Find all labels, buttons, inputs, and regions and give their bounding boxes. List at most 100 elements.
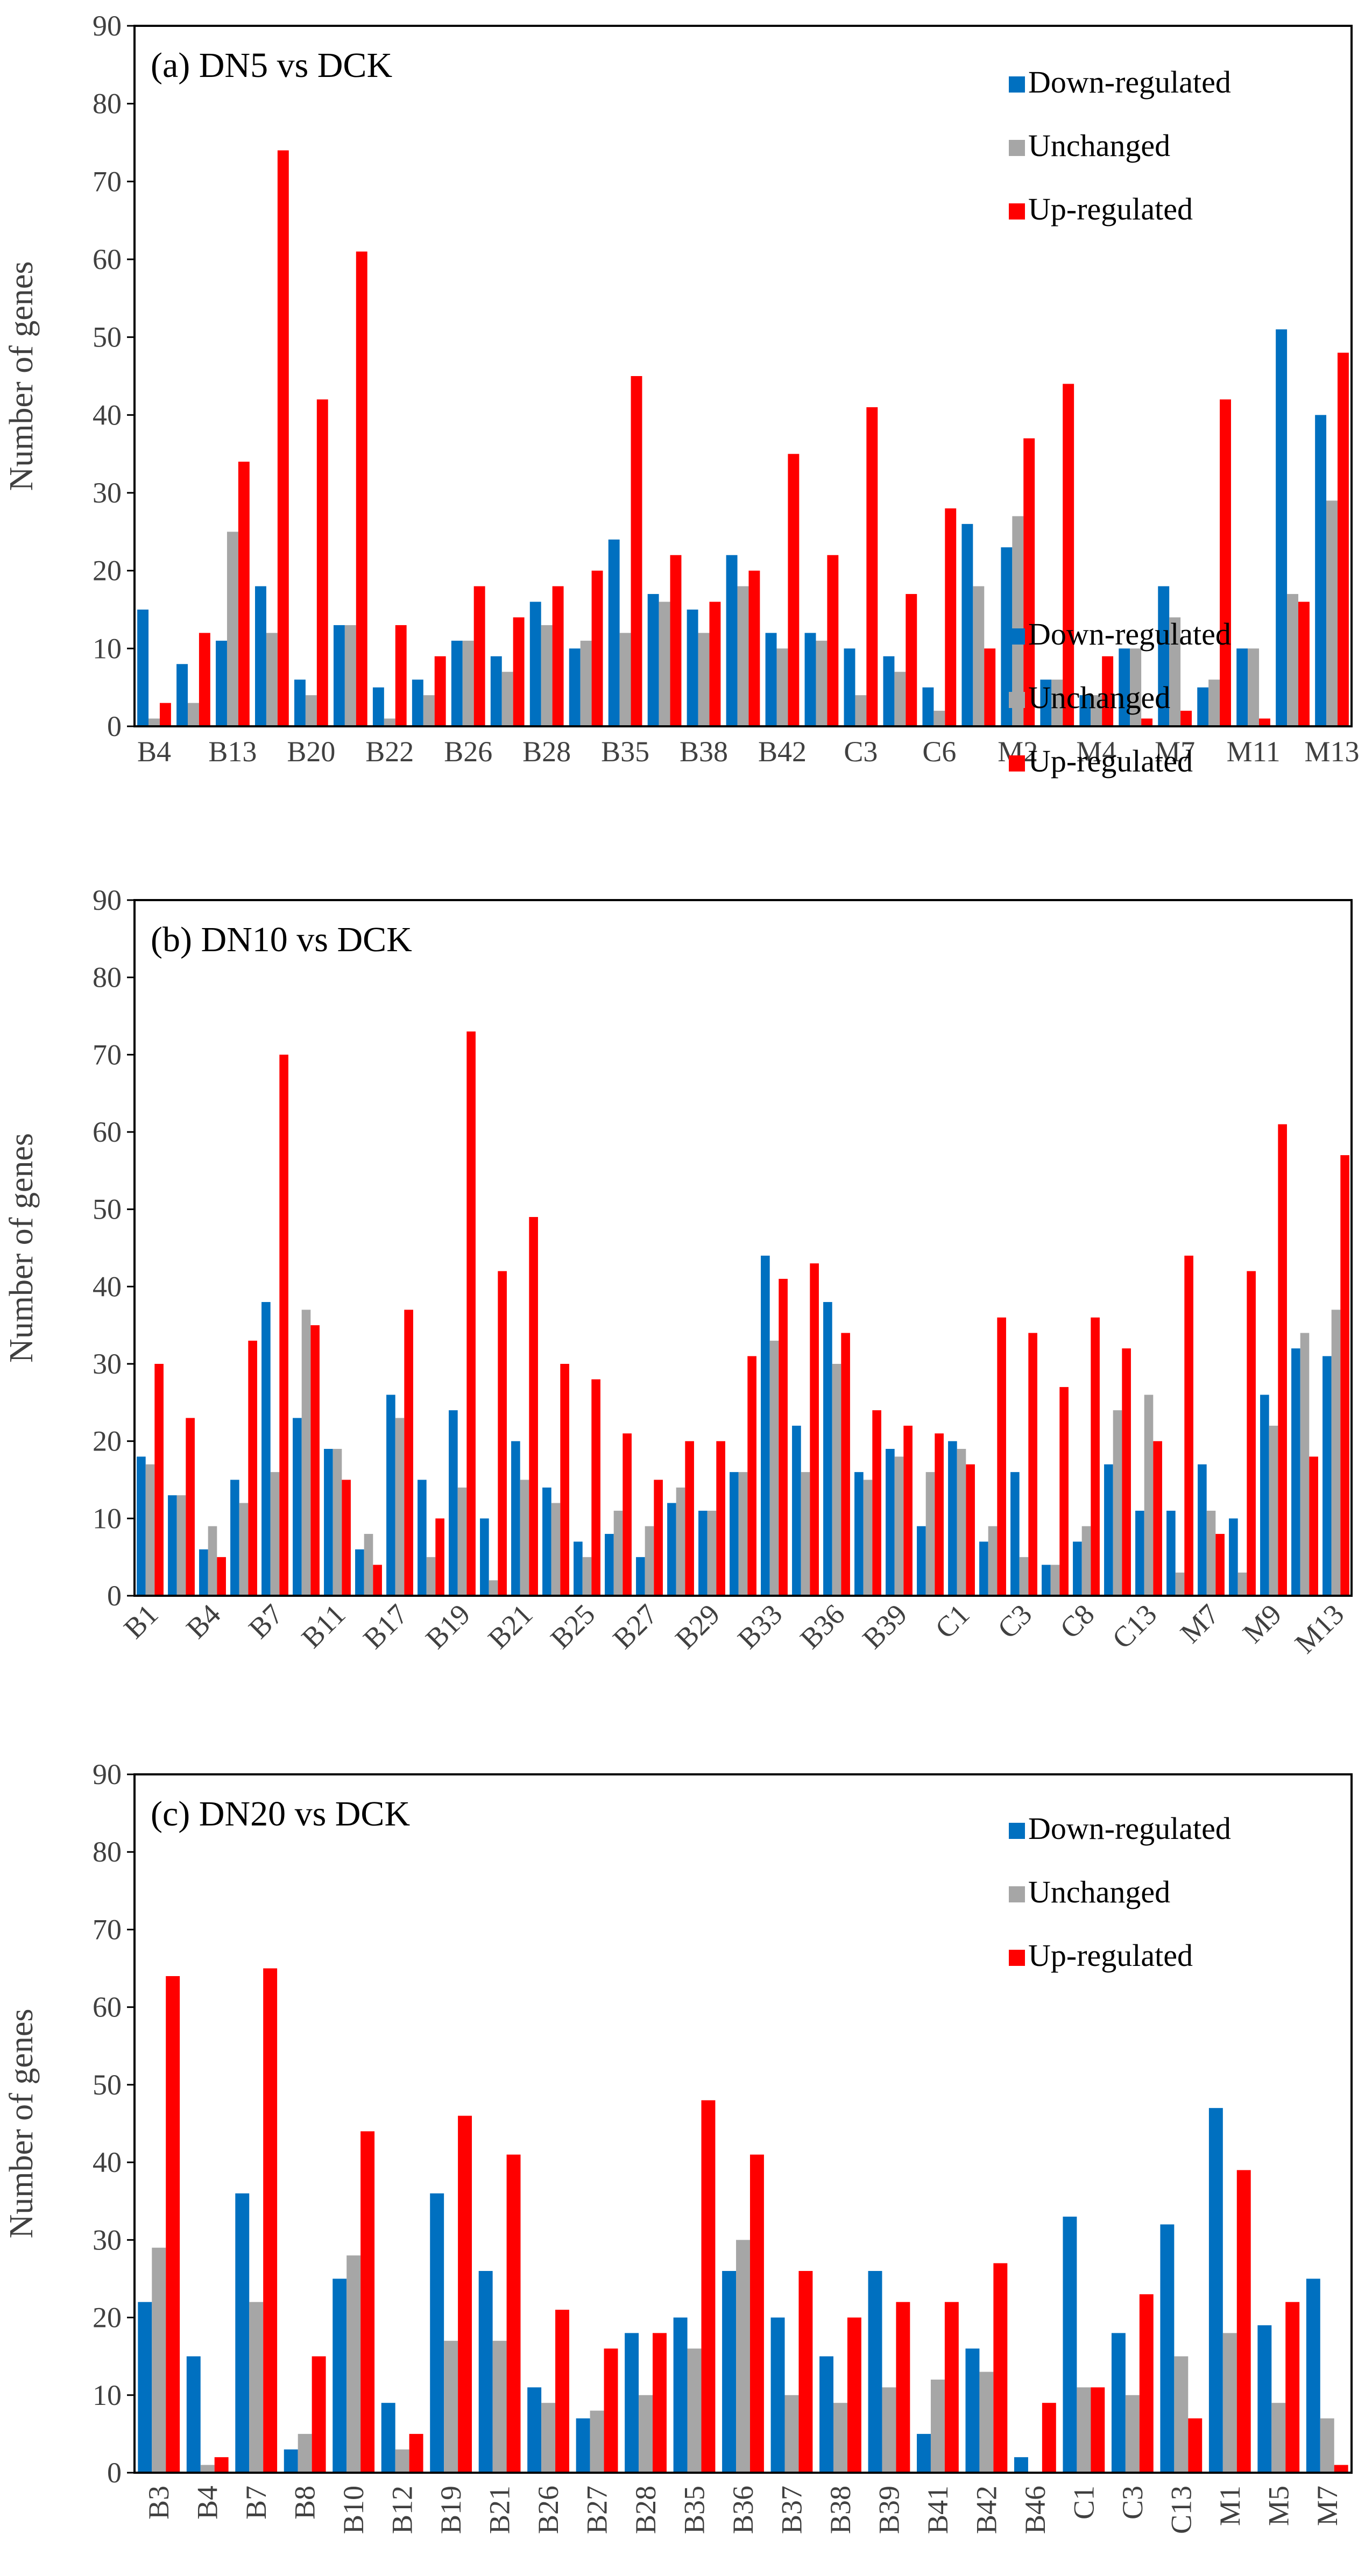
panel-a-bar-unchanged-b26 bbox=[462, 640, 474, 726]
panel-b-y-tick-label: 0 bbox=[107, 1580, 122, 1612]
panel-c-bar-up-c3 bbox=[1139, 2294, 1154, 2473]
panel-a-bar-down-b42 bbox=[765, 633, 777, 726]
panel-c-bar-down-b3 bbox=[138, 2302, 152, 2473]
panel-b-bar-down-b3 bbox=[168, 1495, 177, 1596]
panel-b-bar-up-b20 bbox=[498, 1271, 507, 1596]
panel-c-bar-unchanged-b19 bbox=[444, 2340, 458, 2473]
panel-c-x-tick-label: B27 bbox=[581, 2486, 613, 2534]
panel-c-bar-down-b35 bbox=[673, 2317, 688, 2473]
panel-b-bar-down-b19 bbox=[449, 1410, 458, 1596]
panel-a-bar-up-b39 bbox=[748, 570, 760, 726]
panel-b-y-tick-label: 90 bbox=[93, 884, 122, 916]
panel-c-bar-up-b46 bbox=[1042, 2403, 1056, 2473]
panel-b-bar-unchanged-b28 bbox=[676, 1487, 685, 1596]
panel-a-bar-unchanged-b13 bbox=[227, 532, 238, 726]
panel-a-x-tick-label: B20 bbox=[287, 735, 335, 768]
panel-b-bar-unchanged-m9 bbox=[1269, 1425, 1278, 1596]
panel-b-bar-up-b40 bbox=[935, 1433, 944, 1596]
panel-b-bar-unchanged-b5 bbox=[239, 1503, 249, 1596]
panel-b-bar-unchanged-b4 bbox=[208, 1526, 217, 1596]
panel-a-bar-down-b26 bbox=[451, 640, 463, 726]
panel-b-bar-up-c8 bbox=[1091, 1317, 1100, 1596]
panel-c-bar-unchanged-c13 bbox=[1174, 2356, 1189, 2473]
panel-a-x-tick-label: B28 bbox=[522, 735, 571, 768]
panel-b-bar-unchanged-b17 bbox=[395, 1418, 405, 1596]
panel-a-bar-unchanged-b43 bbox=[816, 640, 828, 726]
panel-a-bar-up-m11 bbox=[1259, 718, 1270, 726]
panel-b-bar-down-c8 bbox=[1073, 1541, 1082, 1596]
panel-b-legend-swatch-unchanged bbox=[1009, 692, 1025, 708]
panel-c-bar-up-b28 bbox=[653, 2333, 667, 2473]
panel-c-bar-down-b37 bbox=[770, 2317, 785, 2473]
panel-b-bar-unchanged-b26 bbox=[613, 1510, 623, 1596]
panel-c-x-tick-label: B36 bbox=[727, 2486, 759, 2534]
panel-c-legend-swatch-up bbox=[1009, 1950, 1025, 1966]
panel-a-bar-up-m6 bbox=[1141, 718, 1153, 726]
panel-b-bar-unchanged-b35 bbox=[801, 1472, 810, 1596]
panel-b-bar-up-m1 bbox=[1184, 1255, 1193, 1596]
panel-a-bar-unchanged-b29 bbox=[580, 640, 592, 726]
panel-a-bar-down-b21 bbox=[333, 625, 345, 726]
panel-c-bar-up-b3 bbox=[166, 1976, 180, 2473]
panel-c-bar-up-m7 bbox=[1334, 2465, 1348, 2473]
panel-b-bar-unchanged-b8 bbox=[301, 1310, 311, 1596]
panel-c-x-tick-label: B19 bbox=[435, 2486, 467, 2534]
panel-a-bar-unchanged-c3 bbox=[855, 695, 867, 726]
panel-a-bar-down-b27 bbox=[490, 656, 502, 726]
panel-b-bar-up-c1 bbox=[966, 1464, 975, 1596]
panel-c-bar-unchanged-b8 bbox=[298, 2433, 312, 2473]
panel-a-y-tick-label: 60 bbox=[93, 243, 122, 275]
panel-c-y-tick-label: 30 bbox=[93, 2224, 122, 2256]
panel-b-y-tick-label: 80 bbox=[93, 961, 122, 994]
panel-c-bar-up-b26 bbox=[555, 2310, 569, 2473]
panel-b-bar-unchanged-b38 bbox=[863, 1480, 873, 1596]
panel-b-bar-up-b12 bbox=[373, 1565, 382, 1596]
panel-b-legend-swatch-up bbox=[1009, 755, 1025, 772]
panel-a-bar-up-b35 bbox=[631, 376, 642, 726]
panel-c-y-tick-label: 0 bbox=[107, 2457, 122, 2489]
panel-a-bar-down-b4 bbox=[137, 610, 149, 726]
panel-a-bar-up-b38 bbox=[709, 601, 721, 726]
panel-b-bar-up-m8 bbox=[1247, 1271, 1256, 1596]
panel-b-legend-label-unchanged: Unchanged bbox=[1028, 680, 1170, 715]
panel-b-bar-unchanged-m1 bbox=[1175, 1572, 1185, 1596]
panel-a-bar-unchanged-b39 bbox=[737, 586, 749, 726]
panel-c-bar-up-b36 bbox=[749, 2154, 764, 2473]
panel-a-bar-down-m12 bbox=[1276, 329, 1288, 726]
panel-b-bar-up-b17 bbox=[404, 1310, 413, 1596]
panel-a-y-tick-label: 10 bbox=[93, 632, 122, 664]
panel-b-bar-down-b27 bbox=[636, 1557, 645, 1596]
panel-c-bar-unchanged-b38 bbox=[833, 2403, 847, 2473]
panel-a-y-tick-label: 40 bbox=[93, 399, 122, 431]
panel-c-x-tick-label: B39 bbox=[873, 2486, 905, 2534]
panel-b-bar-down-b25 bbox=[574, 1541, 583, 1596]
panel-a-bar-unchanged-m4 bbox=[1091, 695, 1102, 726]
panel-a-bar-up-b36 bbox=[670, 555, 682, 726]
panel-a-bar-down-c3 bbox=[844, 648, 855, 726]
panel-c-y-tick-label: 70 bbox=[93, 1913, 122, 1945]
panel-b-bar-down-b35 bbox=[792, 1425, 801, 1596]
panel-b-bar-unchanged-b3 bbox=[176, 1495, 186, 1596]
panel-a-bar-unchanged-b38 bbox=[698, 633, 710, 726]
panel-a-bar-down-b25 bbox=[412, 680, 423, 726]
panel-a-bar-down-b28 bbox=[529, 601, 541, 726]
panel-a-x-tick-label: B22 bbox=[365, 735, 414, 768]
panel-b-bar-down-b33 bbox=[761, 1255, 770, 1596]
panel-c-title: (c) DN20 vs DCK bbox=[151, 1794, 410, 1834]
panel-a-bar-up-m12 bbox=[1298, 601, 1310, 726]
panel-b-bar-down-b26 bbox=[605, 1534, 614, 1596]
panel-c-bar-up-b10 bbox=[360, 2131, 375, 2473]
panel-a-bar-unchanged-m6 bbox=[1130, 648, 1142, 726]
panel-b-bar-up-m11 bbox=[1309, 1456, 1318, 1596]
panel-c-bar-unchanged-c3 bbox=[1125, 2395, 1140, 2473]
panel-a-x-tick-label: M13 bbox=[1305, 735, 1360, 768]
panel-a-bar-up-b28 bbox=[552, 586, 564, 726]
panel-b-bar-unchanged-b29 bbox=[707, 1510, 717, 1596]
panel-b-bar-down-b11 bbox=[324, 1449, 333, 1596]
panel-a-bar-unchanged-m13 bbox=[1326, 500, 1338, 726]
panel-b-bar-up-b3 bbox=[186, 1418, 195, 1596]
panel-c-bar-down-b19 bbox=[430, 2193, 444, 2473]
panel-c-bar-unchanged-m1 bbox=[1222, 2333, 1237, 2473]
panel-b-bar-unchanged-b27 bbox=[645, 1526, 654, 1596]
panel-b-bar-up-b33 bbox=[779, 1278, 788, 1596]
